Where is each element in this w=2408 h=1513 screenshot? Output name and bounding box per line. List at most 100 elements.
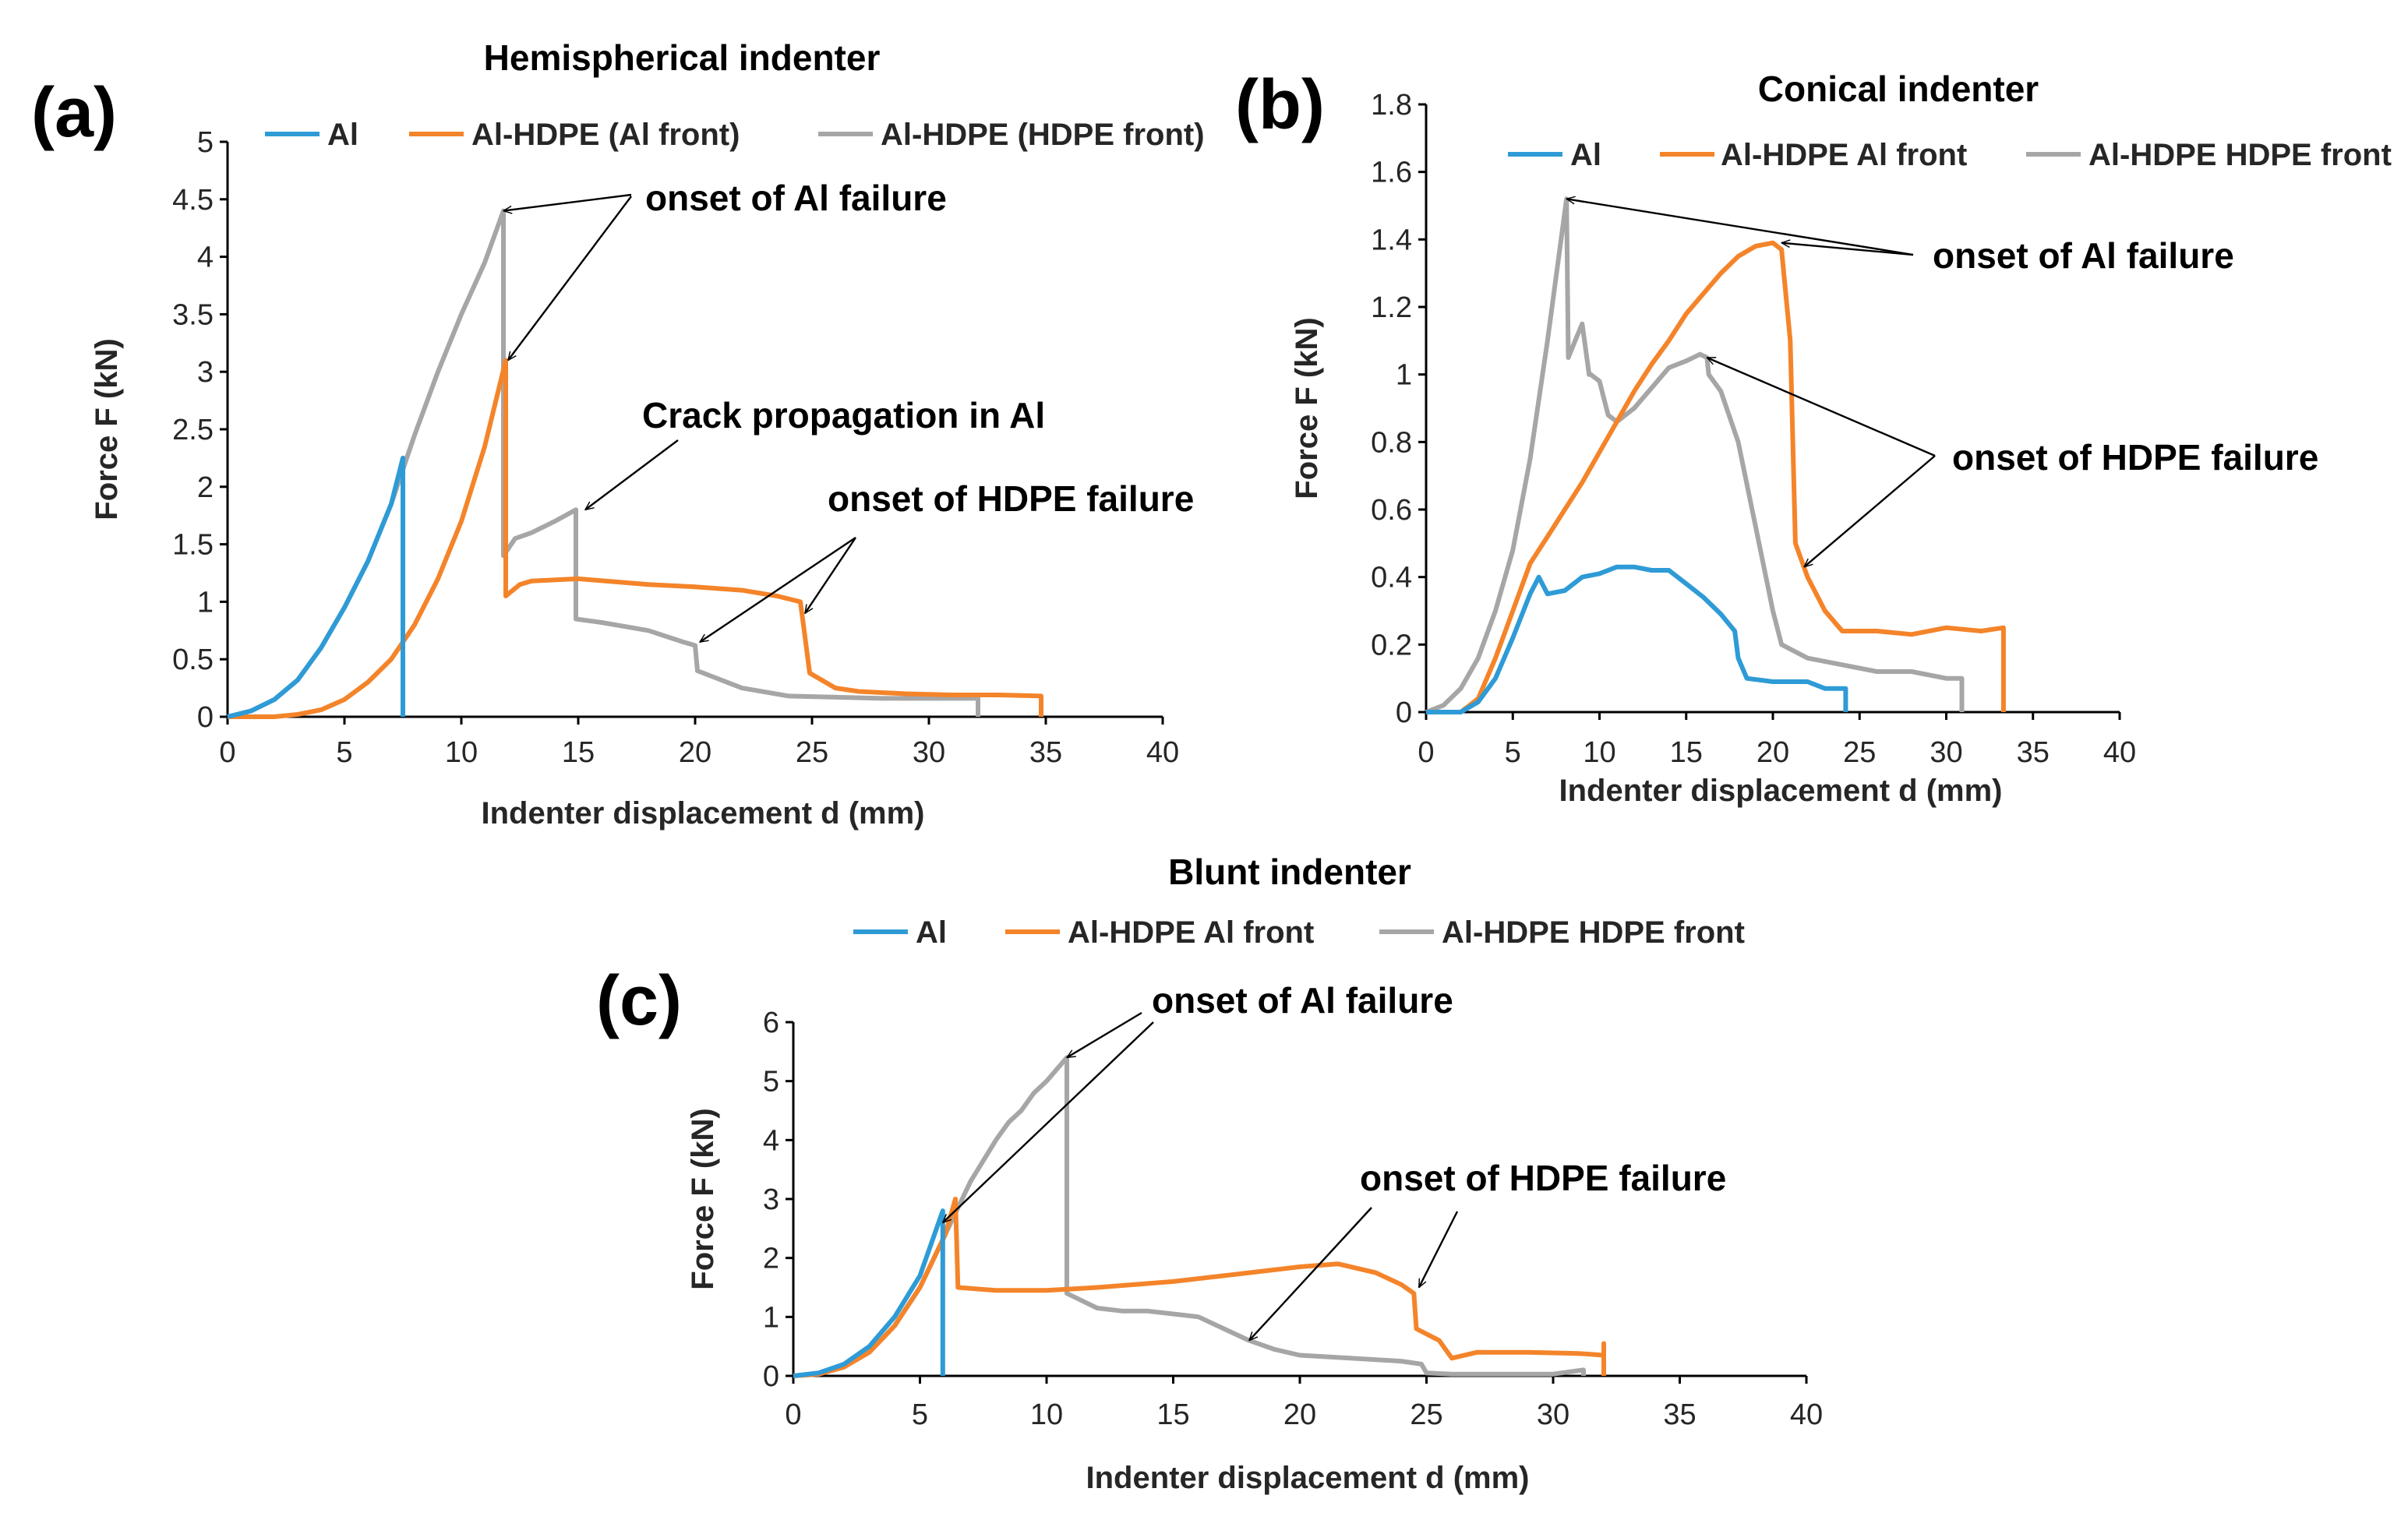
x-tick-label: 35	[2017, 736, 2050, 769]
y-tick-label: 0.4	[1371, 562, 1412, 594]
series-line-al	[227, 455, 405, 719]
panel-letter-a: (a)	[31, 74, 117, 152]
axes-blunt: 0 5 10 15 20 25 30 35 40 0 1 2 3 4 5 6 Indenter displace…	[686, 1007, 1823, 1495]
y-tick-label: 0.6	[1371, 494, 1412, 527]
y-tick-label: 0	[1396, 697, 1412, 729]
x-tick-label: 25	[1410, 1398, 1442, 1431]
arrow-hdpe-failure-c-2	[1418, 1211, 1459, 1288]
x-tick-label: 40	[2103, 736, 2136, 769]
x-tick-label: 25	[1843, 736, 1876, 769]
legend-label-hdpe-front: Al-HDPE (HDPE front)	[881, 118, 1205, 152]
legend-hemispherical: Al Al-HDPE (Al front) Al-HDPE (HDPE fron…	[265, 118, 1205, 152]
series-line-front-al	[793, 1197, 1606, 1378]
x-tick-label: 10	[1030, 1398, 1063, 1431]
arrow-al-failure-a-1	[503, 193, 632, 211]
arrow-al-failure-b-2	[1781, 243, 1914, 256]
annotation-crack-propagation-a: Crack propagation in Al	[642, 395, 1045, 436]
y-tick-label: 0.8	[1371, 426, 1412, 459]
legend-label-al-front: Al-HDPE Al front	[1068, 915, 1314, 950]
y-tick-label: 4	[197, 242, 214, 274]
y-tick-label: 1.5	[172, 529, 214, 562]
x-tick-label: 10	[445, 736, 478, 769]
arrow-hdpe-failure-a-2	[804, 537, 856, 613]
x-tick-label: 5	[1505, 736, 1521, 769]
y-tick-label: 4	[763, 1124, 779, 1157]
x-tick-label: 0	[219, 736, 235, 769]
panel-conical: (b) Conical indenter Al Al-HDPE Al front…	[1235, 66, 2392, 808]
legend-blunt: Al Al-HDPE Al front Al-HDPE HDPE front	[853, 915, 1745, 950]
y-tick-label: 2	[763, 1243, 779, 1275]
arrow-al-failure-c-1	[1067, 1011, 1142, 1059]
legend-conical: Al Al-HDPE Al front Al-HDPE HDPE front	[1508, 138, 2392, 172]
x-tick-label: 0	[1418, 736, 1434, 769]
x-tick-label: 40	[1146, 736, 1179, 769]
x-axis-title: Indenter displacement d (mm)	[1559, 774, 2003, 808]
plot-area-conical	[1425, 196, 2006, 714]
y-axis-title: Force F (kN)	[1290, 317, 1324, 499]
x-tick-label: 0	[785, 1398, 801, 1431]
panel-letter-b: (b)	[1235, 66, 1325, 144]
arrow-hdpe-failure-b-1	[1707, 356, 1936, 457]
panel-hemispherical: (a) Hemispherical indenter Al Al-HDPE (A…	[31, 37, 1205, 831]
x-tick-label: 40	[1790, 1398, 1823, 1431]
panel-letter-c: (c)	[596, 962, 682, 1040]
arrow-al-failure-c-2	[943, 1021, 1154, 1222]
series-line-al	[1426, 564, 1848, 714]
annotation-hdpe-failure-c: onset of HDPE failure	[1360, 1158, 1726, 1198]
annotation-arrows-a	[503, 193, 856, 644]
plot-area-blunt	[793, 1055, 1606, 1378]
y-tick-label: 5	[197, 126, 214, 159]
panel-blunt: (c) Blunt indenter Al Al-HDPE Al front A…	[596, 852, 1823, 1495]
plot-area-hemispherical	[227, 208, 1043, 719]
y-tick-label: 5	[763, 1066, 779, 1099]
arrow-hdpe-failure-a-1	[700, 537, 856, 644]
y-tick-label: 1	[1396, 359, 1412, 392]
x-tick-label: 15	[562, 736, 595, 769]
series-line-front-hdpe	[227, 208, 980, 719]
y-tick-label: 3	[197, 356, 214, 389]
x-tick-label: 35	[1663, 1398, 1696, 1431]
legend-label-al: Al	[916, 915, 947, 950]
y-tick-label: 1.2	[1371, 291, 1412, 324]
y-axis-title: Force F (kN)	[90, 338, 124, 520]
y-tick-label: 1.4	[1371, 224, 1412, 256]
x-tick-label: 15	[1670, 736, 1703, 769]
chart-title-conical: Conical indenter	[1758, 69, 2039, 109]
annotation-al-failure-b: onset of Al failure	[1933, 235, 2234, 276]
arrow-crack-a	[585, 439, 679, 510]
annotation-hdpe-failure-b: onset of HDPE failure	[1952, 437, 2318, 478]
annotation-hdpe-failure-a: onset of HDPE failure	[828, 478, 1194, 519]
axes-hemispherical: 0 5 10 15 20 25 30 35 40 0 0.5 1 1.5 2 2.5 3 3.5 4 4.5 5 Ind…	[90, 126, 1179, 831]
series-line-front-al	[1426, 240, 2006, 714]
legend-label-al-front: Al-HDPE Al front	[1721, 138, 1967, 172]
y-tick-label: 4.5	[172, 184, 214, 217]
chart-title-blunt: Blunt indenter	[1168, 852, 1411, 892]
arrow-hdpe-failure-c-1	[1249, 1207, 1372, 1341]
legend-label-hdpe-front: Al-HDPE HDPE front	[1442, 915, 1745, 950]
y-tick-label: 6	[763, 1007, 779, 1039]
x-tick-label: 15	[1156, 1398, 1189, 1431]
chart-title-hemispherical: Hemispherical indenter	[484, 37, 881, 78]
arrow-al-failure-a-2	[508, 196, 632, 360]
x-tick-label: 30	[1537, 1398, 1569, 1431]
series-line-front-hdpe	[793, 1055, 1586, 1378]
y-tick-label: 1.8	[1371, 89, 1412, 122]
x-tick-label: 10	[1583, 736, 1615, 769]
y-tick-label: 1	[763, 1301, 779, 1334]
legend-label-al: Al	[1570, 138, 1601, 172]
x-tick-label: 20	[679, 736, 711, 769]
annotation-al-failure-c: onset of Al failure	[1152, 980, 1453, 1021]
x-tick-label: 30	[913, 736, 945, 769]
x-axis-title: Indenter displacement d (mm)	[482, 796, 925, 831]
y-axis-title: Force F (kN)	[686, 1108, 720, 1289]
x-tick-label: 30	[1930, 736, 1962, 769]
annotation-arrows-b	[1566, 199, 1936, 566]
y-tick-label: 0.2	[1371, 629, 1412, 661]
x-tick-label: 5	[336, 736, 352, 769]
annotation-arrows-c	[943, 1011, 1459, 1341]
arrow-al-failure-b-1	[1566, 199, 1914, 256]
x-axis-title: Indenter displacement d (mm)	[1086, 1461, 1530, 1495]
x-tick-label: 20	[1283, 1398, 1316, 1431]
x-tick-label: 35	[1029, 736, 1062, 769]
